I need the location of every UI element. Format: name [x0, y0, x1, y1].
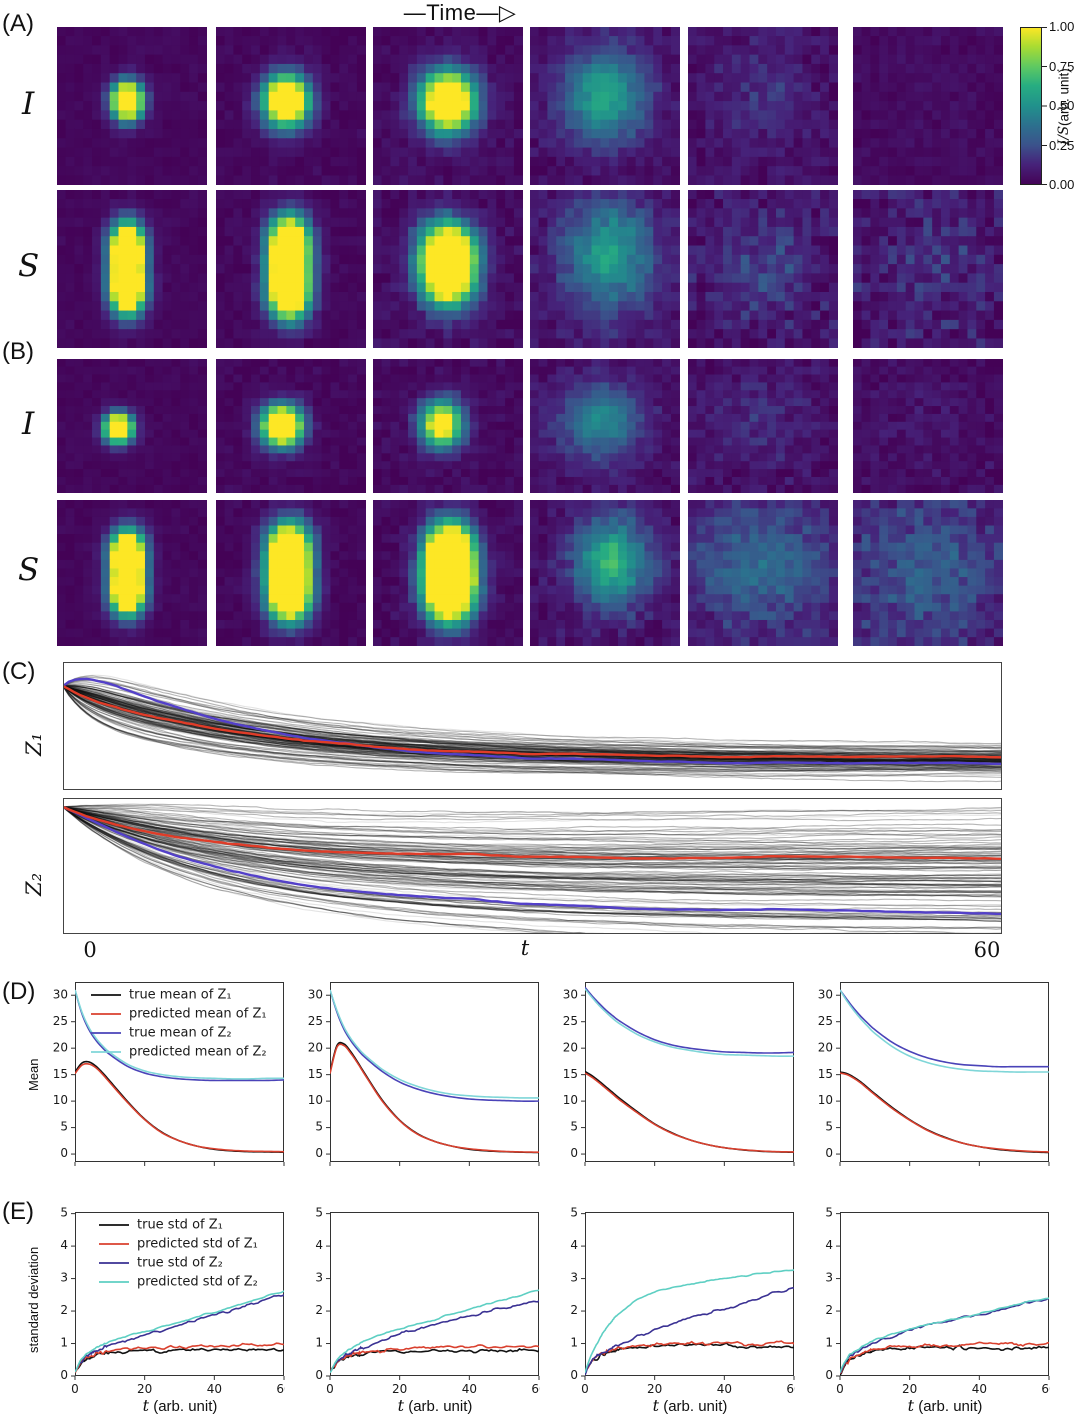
heatmap-frame-A-I-5	[688, 27, 838, 185]
panel-label-e: (E)	[2, 1198, 34, 1225]
row-label-a-i: I	[22, 86, 35, 122]
colorbar	[1020, 27, 1049, 185]
c-xtick-t: t	[520, 936, 530, 960]
colorbar-tick: 1.00	[1049, 19, 1075, 34]
heatmap-frame-B-S-2	[216, 500, 366, 646]
heatmap-frame-B-S-5	[688, 500, 838, 646]
heatmap-frame-A-I-4	[530, 27, 680, 185]
heatmap-frame-A-I-6	[853, 27, 1003, 185]
mean-chart-4	[800, 976, 1050, 1168]
panel-label-b: (B)	[2, 338, 34, 365]
panel-label-c: (C)	[2, 658, 36, 685]
heatmap-frame-A-S-5	[688, 190, 838, 348]
heatmap-frame-B-I-4	[530, 359, 680, 493]
heatmap-frame-B-S-6	[853, 500, 1003, 646]
colorbar-tick: 0.75	[1049, 59, 1075, 74]
heatmap-frame-B-S-3	[373, 500, 523, 646]
heatmap-frame-A-S-2	[216, 190, 366, 348]
mean-chart-1	[35, 976, 285, 1168]
panel-label-d: (D)	[2, 978, 36, 1005]
std-chart-1	[35, 1206, 285, 1404]
heatmap-frame-B-I-6	[853, 359, 1003, 493]
heatmap-frame-B-I-5	[688, 359, 838, 493]
colorbar-tick: 0.00	[1049, 177, 1075, 192]
colorbar-label: I/S (arb. unit)	[1056, 27, 1072, 187]
e-xlabel-variable: t	[142, 1396, 150, 1415]
heatmap-frame-B-S-4	[530, 500, 680, 646]
c-xtick-60: 60	[973, 938, 1001, 962]
mean-chart-2	[290, 976, 540, 1168]
c-ylabel-z2: Z₂	[22, 872, 46, 896]
trajectory-panel-z1	[63, 662, 1002, 790]
trajectory-panel-z2	[63, 798, 1002, 934]
heatmap-frame-A-S-4	[530, 190, 680, 348]
heatmap-frame-B-I-2	[216, 359, 366, 493]
colorbar-label-variable: I/S	[1056, 126, 1072, 146]
c-ylabel-z1: Z₁	[22, 732, 46, 756]
row-label-b-s: S	[18, 552, 40, 588]
std-chart-3	[545, 1206, 795, 1404]
heatmap-frame-A-S-6	[853, 190, 1003, 348]
heatmap-frame-A-S-3	[373, 190, 523, 348]
row-label-b-i: I	[22, 406, 35, 442]
heatmap-frame-A-I-3	[373, 27, 523, 185]
heatmap-frame-A-I-1	[57, 27, 207, 185]
std-chart-2	[290, 1206, 540, 1404]
mean-chart-3	[545, 976, 795, 1168]
heatmap-frame-B-S-1	[57, 500, 207, 646]
heatmap-frame-B-I-1	[57, 359, 207, 493]
colorbar-tick: 0.50	[1049, 98, 1075, 113]
c-xtick-0: 0	[83, 938, 97, 962]
time-axis-title: —Time—▷	[403, 0, 517, 25]
colorbar-tick: 0.25	[1049, 138, 1075, 153]
row-label-a-s: S	[18, 248, 40, 284]
heatmap-frame-A-S-1	[57, 190, 207, 348]
std-chart-4	[800, 1206, 1050, 1404]
colorbar-label-unit: (arb. unit)	[1056, 68, 1072, 127]
heatmap-frame-A-I-2	[216, 27, 366, 185]
panel-label-a: (A)	[2, 10, 34, 37]
heatmap-frame-B-I-3	[373, 359, 523, 493]
